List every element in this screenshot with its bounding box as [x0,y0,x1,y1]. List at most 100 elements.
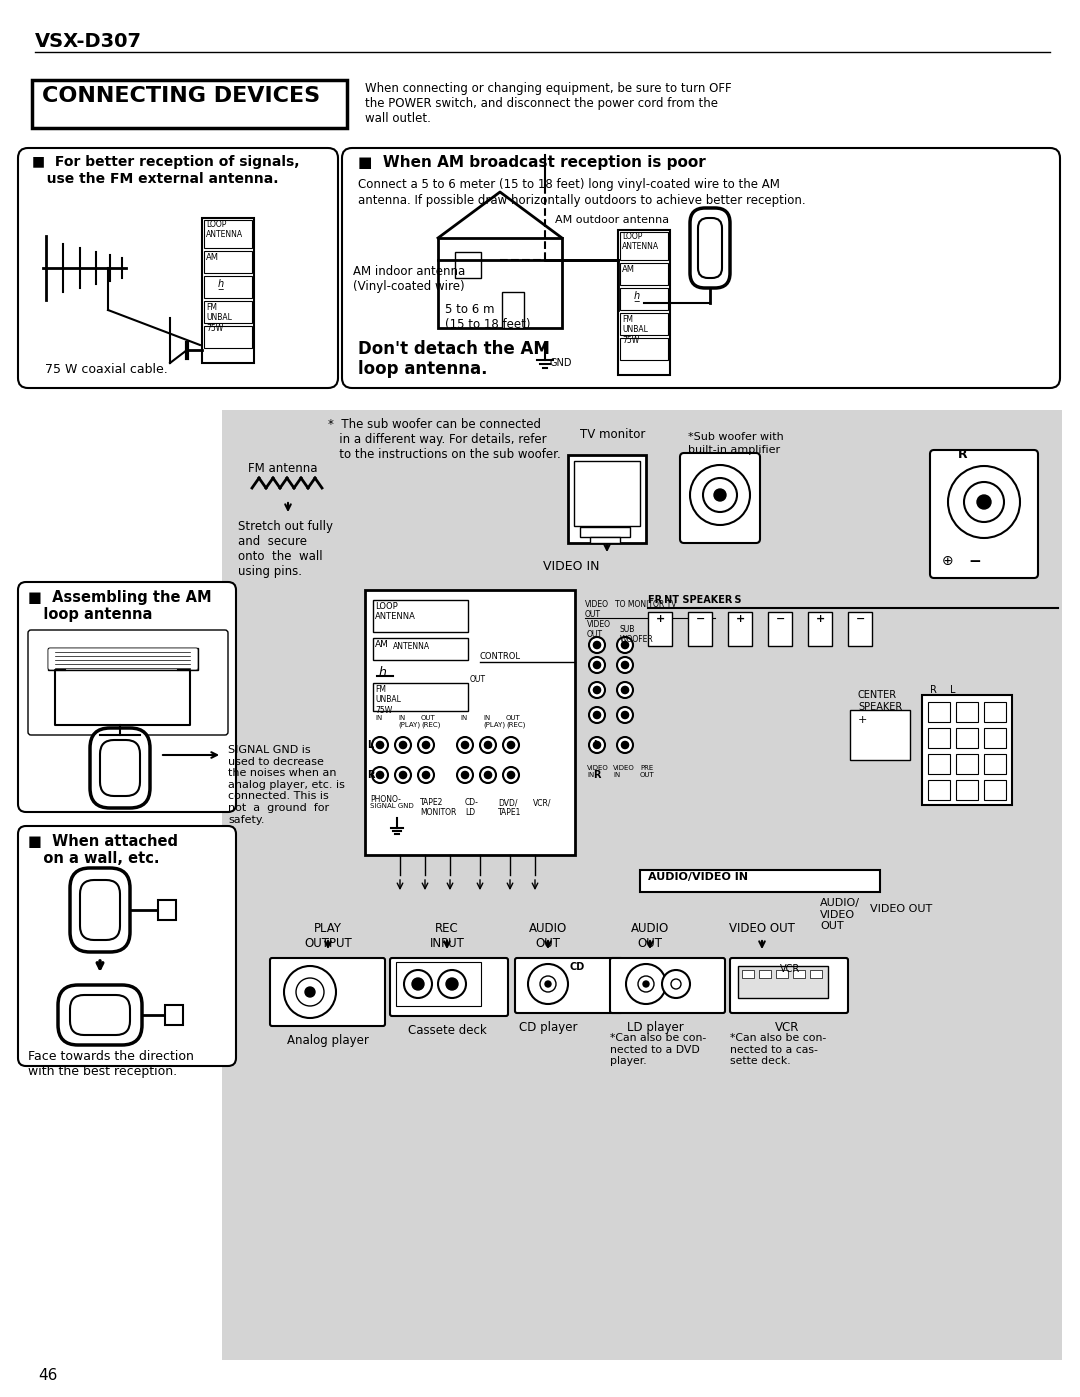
Bar [373,638,468,659]
Text: OUT
(REC): OUT (REC) [421,715,441,728]
Circle shape [593,711,600,718]
FancyBboxPatch shape [680,453,760,543]
Text: R: R [593,770,600,780]
Bar [738,965,828,997]
Bar [928,728,950,747]
Text: ■  When attached: ■ When attached [28,834,178,849]
Circle shape [964,482,1004,522]
Text: loop antenna: loop antenna [28,608,152,622]
Text: R: R [930,685,936,694]
Text: −: − [777,615,785,624]
Text: VCR: VCR [774,1021,799,1034]
Text: *  The sub woofer can be connected: * The sub woofer can be connected [328,418,541,432]
Text: *Sub woofer with: *Sub woofer with [688,432,784,441]
Text: CENTER
SPEAKER: CENTER SPEAKER [858,690,902,711]
Text: VIDEO
IN: VIDEO IN [588,766,609,778]
Bar [620,263,669,285]
Text: PHONO-: PHONO- [370,795,401,805]
Circle shape [480,767,496,782]
Circle shape [621,641,629,648]
Text: −: − [856,615,865,624]
Text: L: L [593,740,599,750]
Text: ANTENNA: ANTENNA [393,643,430,651]
Circle shape [593,641,600,648]
Text: IN
(PLAY): IN (PLAY) [483,715,505,728]
Text: +: + [816,615,825,624]
Circle shape [662,970,690,997]
Bar [620,288,669,310]
Bar [688,612,712,645]
Text: LOOP
ANTENNA: LOOP ANTENNA [375,602,416,622]
Text: ■  When AM broadcast reception is poor: ■ When AM broadcast reception is poor [357,155,705,170]
Text: R: R [958,448,968,461]
Circle shape [589,738,605,753]
Text: h̲: h̲ [634,291,640,300]
Circle shape [457,767,473,782]
Circle shape [703,478,737,511]
Circle shape [617,637,633,652]
Circle shape [422,742,430,749]
Circle shape [461,771,469,778]
Text: R: R [367,770,375,780]
Text: AUDIO/VIDEO IN: AUDIO/VIDEO IN [648,872,748,882]
Circle shape [638,977,654,992]
Circle shape [593,686,600,693]
Circle shape [977,495,991,509]
Circle shape [400,771,406,778]
Bar [956,754,978,774]
Circle shape [589,682,605,698]
Circle shape [617,738,633,753]
Text: 75 W coaxial cable.: 75 W coaxial cable. [45,363,167,376]
Bar [618,231,670,374]
Circle shape [395,738,411,753]
FancyBboxPatch shape [390,958,508,1016]
Bar [165,1004,183,1025]
Text: h̲: h̲ [218,278,225,289]
Circle shape [446,978,458,990]
Circle shape [621,686,629,693]
Circle shape [714,489,726,502]
Circle shape [480,738,496,753]
Bar [620,232,669,260]
FancyBboxPatch shape [90,728,150,807]
Circle shape [377,742,383,749]
Text: ⊕: ⊕ [942,555,954,569]
Text: CD-
LD: CD- LD [465,798,478,817]
FancyBboxPatch shape [70,868,130,951]
Circle shape [461,742,469,749]
Text: VIDEO
IN: VIDEO IN [613,766,635,778]
Text: CD player: CD player [518,1021,577,1034]
Circle shape [690,465,750,525]
Bar [984,780,1005,800]
Text: h: h [379,666,387,679]
Bar [984,754,1005,774]
Text: TAPE2
MONITOR: TAPE2 MONITOR [420,798,457,817]
Text: VCR: VCR [780,964,800,974]
Text: FR NT SPEAKER S: FR NT SPEAKER S [648,595,742,605]
Text: AUDIO
OUT: AUDIO OUT [529,922,567,950]
Text: IN: IN [375,715,382,721]
Circle shape [377,771,383,778]
Circle shape [617,657,633,673]
Text: AM: AM [375,640,389,650]
Circle shape [508,742,514,749]
Text: +: + [656,615,665,624]
Circle shape [400,742,406,749]
FancyBboxPatch shape [270,958,384,1025]
Bar [48,648,198,671]
Text: −: − [696,615,705,624]
FancyBboxPatch shape [698,218,723,278]
Bar [810,970,822,978]
Bar [373,683,468,711]
Bar [777,970,788,978]
Circle shape [404,970,432,997]
Text: LOOP
ANTENNA: LOOP ANTENNA [206,219,243,239]
Text: Don't detach the AM: Don't detach the AM [357,339,550,358]
Bar [848,612,872,645]
Bar [808,612,832,645]
Text: VIDEO IN: VIDEO IN [543,560,599,573]
Circle shape [589,637,605,652]
Text: loop antenna.: loop antenna. [357,360,487,379]
Text: REC
INPUT: REC INPUT [430,922,464,950]
Text: CD: CD [569,963,584,972]
